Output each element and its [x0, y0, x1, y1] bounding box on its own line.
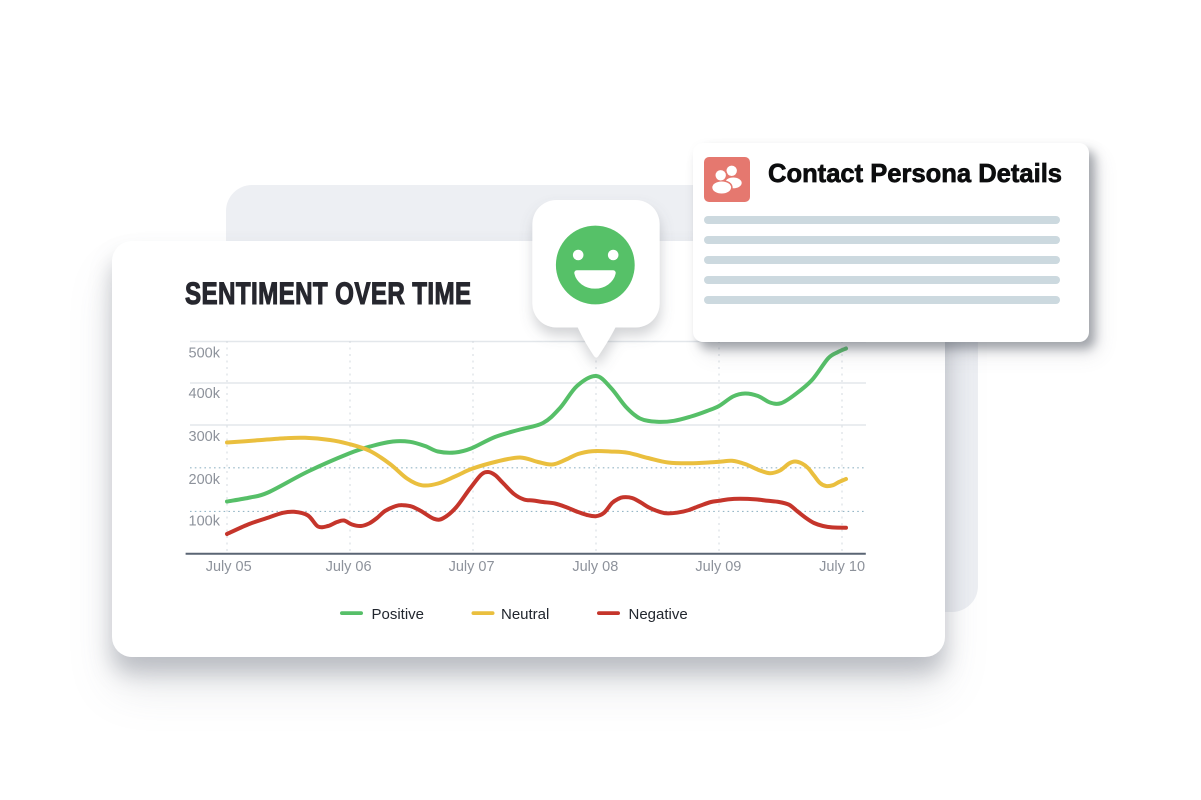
- svg-text:300k: 300k: [189, 429, 221, 445]
- svg-text:400k: 400k: [189, 386, 221, 402]
- svg-text:July 06: July 06: [326, 559, 372, 575]
- svg-text:July 05: July 05: [206, 559, 252, 575]
- svg-text:July 09: July 09: [695, 559, 741, 575]
- svg-text:200k: 200k: [189, 472, 221, 488]
- svg-text:July 10: July 10: [819, 559, 865, 575]
- svg-text:Positive: Positive: [372, 606, 425, 623]
- svg-text:100k: 100k: [189, 514, 221, 530]
- svg-text:500k: 500k: [189, 346, 221, 362]
- svg-text:July 08: July 08: [572, 559, 618, 575]
- svg-text:July 07: July 07: [449, 559, 495, 575]
- svg-text:Negative: Negative: [629, 606, 688, 623]
- svg-text:Neutral: Neutral: [501, 606, 549, 623]
